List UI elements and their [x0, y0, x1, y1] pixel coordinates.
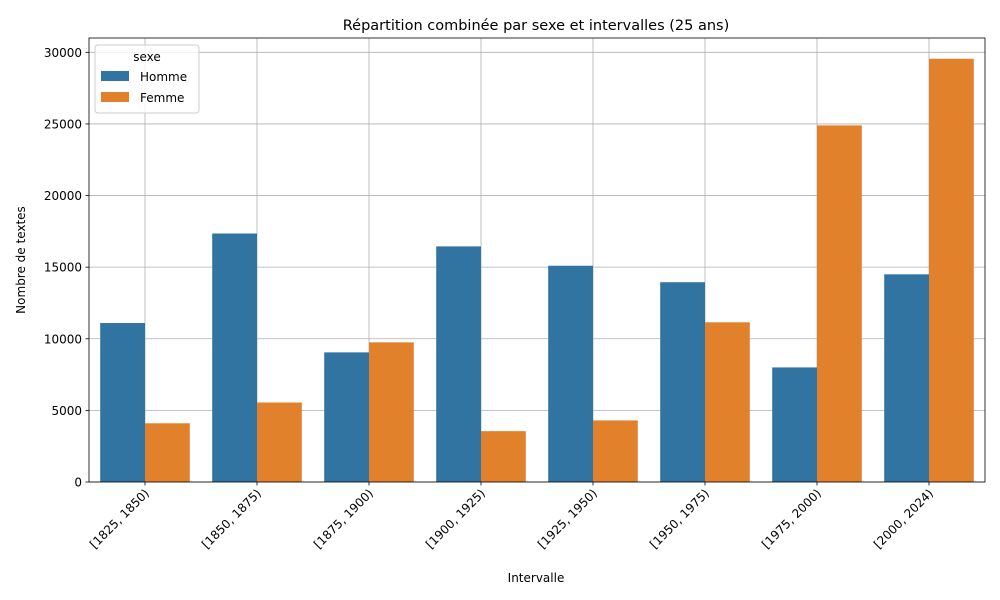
bar-femme-4 [593, 420, 638, 482]
bar-homme-5 [660, 282, 705, 482]
bar-femme-2 [369, 342, 414, 482]
bar-femme-5 [705, 322, 750, 482]
y-tick-label: 25000 [44, 117, 82, 131]
bar-femme-0 [145, 423, 190, 482]
bar-femme-1 [257, 402, 302, 482]
bar-homme-2 [324, 352, 369, 482]
bar-homme-6 [772, 367, 817, 482]
bar-homme-0 [100, 323, 145, 482]
bar-femme-7 [929, 58, 974, 483]
legend-label-homme: Homme [140, 70, 187, 84]
y-tick-label: 15000 [44, 261, 82, 275]
legend-swatch-homme [101, 71, 129, 81]
plot-frame [88, 37, 986, 483]
y-tick-label: 10000 [44, 332, 82, 346]
y-tick-label: 30000 [44, 46, 82, 60]
bars [100, 58, 974, 483]
bar-homme-7 [884, 274, 929, 482]
x-axis-title: Intervalle [508, 571, 565, 585]
bar-femme-6 [817, 125, 862, 483]
legend-swatch-femme [101, 92, 129, 102]
y-axis-title: Nombre de textes [14, 206, 28, 314]
legend-title: sexe [133, 50, 161, 64]
y-tick-label: 0 [74, 476, 82, 490]
legend: sexe Homme Femme [94, 44, 200, 114]
legend-label-femme: Femme [140, 91, 184, 105]
y-tick-label: 5000 [51, 404, 82, 418]
y-axis-ticks: 0 5000 10000 15000 20000 25000 30000 [44, 46, 89, 490]
chart-title: Répartition combinée par sexe et interva… [343, 18, 730, 34]
y-tick-label: 20000 [44, 189, 82, 203]
bar-femme-3 [481, 431, 526, 482]
bar-homme-1 [212, 233, 257, 482]
bar-homme-3 [436, 246, 481, 482]
bar-homme-4 [548, 265, 593, 482]
